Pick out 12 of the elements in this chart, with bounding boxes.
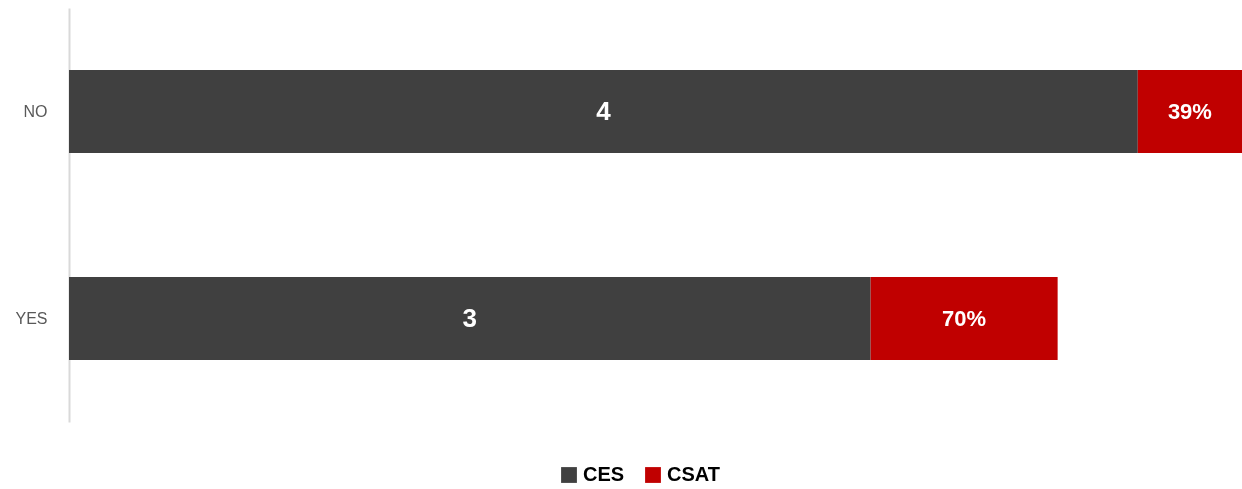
bar — [1137, 70, 1242, 153]
data-label: 70% — [942, 305, 987, 331]
data-label: 3 — [462, 302, 478, 333]
bar — [69, 277, 871, 360]
data-label: 4 — [596, 95, 612, 126]
y-tick-label: NO — [23, 102, 48, 120]
y-tick-label: YES — [15, 309, 48, 327]
legend-label: CES — [583, 463, 625, 485]
bar — [69, 70, 1138, 153]
legend-label: CSAT — [667, 463, 720, 485]
bar — [870, 277, 1058, 360]
data-label: 39% — [1167, 98, 1212, 124]
